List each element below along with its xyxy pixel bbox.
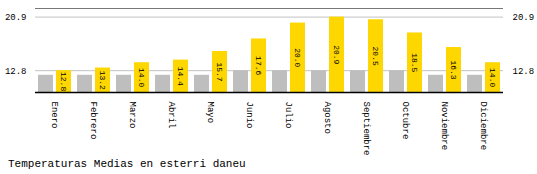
svg-text:12.8: 12.8 xyxy=(59,72,68,91)
svg-text:20.9: 20.9 xyxy=(513,13,535,23)
svg-text:Septiembre: Septiembre xyxy=(361,102,371,156)
svg-text:13.2: 13.2 xyxy=(98,71,107,90)
svg-text:17.6: 17.6 xyxy=(254,56,263,75)
svg-text:12.8: 12.8 xyxy=(513,67,535,77)
svg-text:14.0: 14.0 xyxy=(137,68,146,87)
svg-text:15.7: 15.7 xyxy=(215,62,224,81)
svg-text:Octubre: Octubre xyxy=(400,102,410,140)
svg-text:20.0: 20.0 xyxy=(293,48,302,67)
svg-text:16.3: 16.3 xyxy=(449,60,458,79)
svg-text:Marzo: Marzo xyxy=(127,102,137,129)
html-text:Temperaturas Medias en esterri: Temperaturas Medias en esterri daneu xyxy=(8,158,246,170)
svg-text:Diciembre: Diciembre xyxy=(478,102,488,151)
svg-text:Junio: Junio xyxy=(244,102,254,129)
svg-text:Mayo: Mayo xyxy=(205,102,215,124)
svg-text:Enero: Enero xyxy=(49,102,59,129)
svg-text:20.9: 20.9 xyxy=(332,45,341,64)
svg-text:Noviembre: Noviembre xyxy=(439,102,449,151)
svg-text:20.5: 20.5 xyxy=(371,47,380,66)
svg-text:14.0: 14.0 xyxy=(488,68,497,87)
svg-text:Febrero: Febrero xyxy=(88,102,98,140)
svg-text:20.9: 20.9 xyxy=(5,13,27,23)
svg-text:18.5: 18.5 xyxy=(410,53,419,72)
svg-text:Julio: Julio xyxy=(283,102,293,129)
svg-text:Agosto: Agosto xyxy=(322,102,332,134)
svg-text:Abril: Abril xyxy=(166,102,176,129)
svg-text:14.4: 14.4 xyxy=(176,67,185,86)
svg-text:12.8: 12.8 xyxy=(5,67,27,77)
